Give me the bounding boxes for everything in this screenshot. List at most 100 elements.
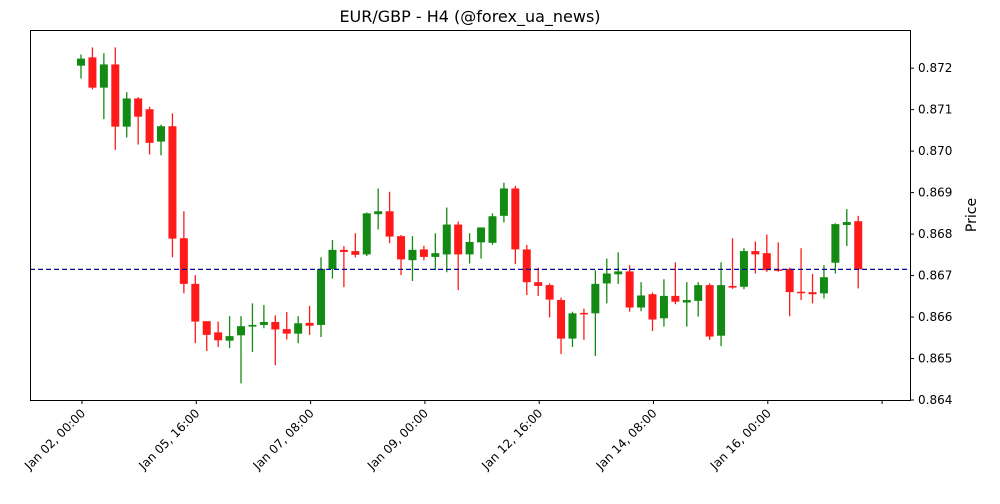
candle [374, 188, 383, 230]
candle [111, 47, 120, 150]
candle-body [145, 109, 154, 143]
candle-body [328, 249, 337, 269]
candle-body [465, 241, 474, 255]
plot-frame [30, 30, 911, 401]
candle [225, 316, 234, 349]
candle-body [237, 326, 246, 336]
candle-body [705, 285, 714, 337]
candle-body [499, 188, 508, 216]
y-axis: 0.864 0.865 0.866 0.867 0.868 0.869 0.870 0.871… [910, 61, 952, 407]
candle [545, 283, 554, 318]
y-tick-label: 0.868 [918, 227, 952, 241]
candle [808, 273, 817, 304]
candle [694, 282, 703, 317]
y-axis-label: Price [964, 198, 980, 232]
x-tick-label: Jan 05, 16:00 [135, 406, 202, 473]
candle-body [88, 57, 97, 88]
candle-body [397, 236, 406, 260]
candle-body [637, 295, 646, 308]
y-tick-label: 0.866 [918, 310, 952, 324]
candle-body [819, 277, 828, 294]
candle-body [808, 292, 817, 295]
candle [191, 275, 200, 344]
candle-body [157, 126, 166, 142]
candle [351, 233, 360, 258]
candle [88, 47, 97, 90]
candle [385, 191, 394, 244]
candle-body [225, 336, 234, 341]
candle [362, 212, 371, 257]
candle-body [511, 188, 520, 250]
candle [751, 241, 760, 274]
candle-body [294, 323, 303, 334]
candle-body [797, 291, 806, 294]
candle [819, 265, 828, 299]
y-tick-label: 0.870 [918, 144, 952, 158]
candle-body [282, 329, 291, 334]
candle-body [545, 285, 554, 300]
candle-body [431, 253, 440, 257]
candle [168, 113, 177, 258]
candle-body [762, 253, 771, 271]
candle-body [454, 224, 463, 255]
candles [77, 47, 863, 384]
candle-body [134, 98, 143, 117]
candle-body [374, 211, 383, 215]
candle [408, 236, 417, 281]
candle [145, 106, 154, 155]
candle [854, 215, 863, 289]
candle [534, 267, 543, 296]
candle [637, 282, 646, 312]
candle-body [168, 126, 177, 239]
candle [248, 303, 257, 352]
candle [77, 54, 85, 79]
candle [317, 257, 326, 337]
x-tick-label: Jan 02, 00:00 [21, 406, 88, 473]
candle [659, 279, 668, 327]
candle [431, 233, 440, 271]
candle [728, 238, 737, 289]
candle [522, 244, 531, 296]
candle-body [534, 282, 543, 286]
candle-body [854, 221, 863, 270]
candle [454, 221, 463, 291]
candle-body [214, 332, 223, 341]
candle [682, 282, 691, 327]
candle [237, 316, 246, 384]
candle [328, 239, 337, 279]
candle-body [317, 268, 326, 325]
candle [294, 316, 303, 344]
candle [557, 297, 566, 354]
candle [831, 223, 840, 274]
candle [179, 211, 188, 294]
candle-body [614, 271, 623, 275]
candle [465, 233, 474, 264]
candle-body [488, 216, 497, 243]
candle [157, 124, 166, 156]
candle-body [339, 249, 348, 252]
candle-body [248, 324, 257, 327]
candle [214, 321, 223, 347]
candle [477, 227, 486, 259]
candle-body [671, 295, 680, 302]
candle [625, 265, 634, 312]
candle [305, 305, 314, 335]
candle-body [77, 58, 85, 66]
candle-body [717, 285, 726, 336]
candle-body [191, 283, 200, 322]
x-axis: Jan 02, 00:00 Jan 05, 16:00 Jan 07, 08:00 J… [21, 400, 883, 473]
candle [591, 270, 600, 357]
candle-body [202, 321, 211, 335]
candle [511, 185, 520, 264]
y-tick-label: 0.867 [918, 269, 952, 283]
candle [785, 267, 794, 317]
candle [259, 305, 268, 329]
candle [271, 315, 280, 366]
candle-body [785, 268, 794, 293]
candle-body [648, 294, 657, 320]
candle [762, 234, 771, 272]
candle [397, 234, 406, 276]
x-tick-label: Jan 16, 00:00 [707, 406, 774, 473]
candle-body [179, 238, 188, 284]
x-tick-label: Jan 14, 08:00 [593, 406, 660, 473]
